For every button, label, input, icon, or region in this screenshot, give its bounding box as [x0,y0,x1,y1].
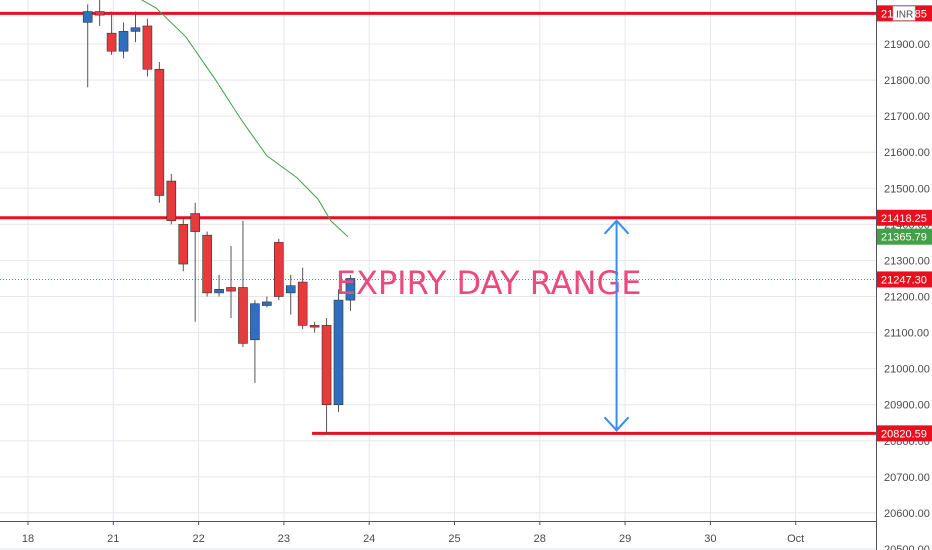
badge-text: 21365.79 [881,232,927,244]
candle [273,238,284,301]
badge-text: 20820.59 [881,428,927,440]
annotations: EXPIRY DAY RANGE [336,219,642,432]
badge-text: 21418.25 [881,213,927,225]
y-tick-label: 21800.00 [884,75,930,87]
moving-average-line [140,0,349,238]
x-tick-label: 29 [619,533,631,545]
price-badges: 21985.8521418.2520820.5921365.7921247.30… [877,5,932,442]
candle-body [333,299,344,406]
candle-body [118,31,129,52]
y-tick-label: 20600.00 [884,508,930,520]
y-tick-label: 21200.00 [884,292,930,304]
y-tick-label: 20900.00 [884,400,930,412]
candle-body [226,287,236,292]
candle-body [238,287,248,344]
candle-body [345,278,356,301]
candle-body [297,281,308,326]
candle-body [202,234,212,294]
candle [142,18,153,77]
candle [309,321,320,333]
candle-body [106,32,117,52]
currency-tag: INR [892,6,916,21]
candle [82,4,93,88]
y-tick-label: 20500.00 [884,544,930,550]
x-tick-label: 30 [704,533,716,545]
x-tick-label: 28 [534,533,546,545]
candle [130,11,141,43]
candle [94,0,105,26]
line-price-badge: 21418.25 [877,209,932,226]
y-tick-label: 20700.00 [884,472,930,484]
x-tick-label: 25 [448,533,460,545]
candle-body [190,213,200,232]
candle-body [321,325,332,406]
x-tick-label: 23 [278,533,290,545]
candle [238,220,248,347]
line-price-badge: 20820.59 [877,425,932,442]
candle-body [166,180,177,222]
candle-body [250,303,260,341]
badge-bg [877,228,932,245]
candle-body [154,68,165,196]
candle [106,11,117,55]
y-tick-label: 21100.00 [884,328,929,340]
candle [285,274,296,315]
candle [262,296,272,308]
candle [333,289,344,412]
candles [82,0,356,434]
x-tick-label: 21 [107,533,119,545]
candle [118,22,129,59]
x-tick-label: 18 [22,533,34,545]
candle [154,62,165,203]
x-tick-label: 22 [192,533,204,545]
candle [226,246,236,319]
range-arrow-head-top [603,219,630,235]
candle-body [214,288,224,294]
x-tick-label: 24 [363,533,375,545]
candle-body [94,11,105,16]
horizontal-lines [0,11,876,435]
range-arrow-head-bottom [603,416,630,432]
y-tick-label: 21000.00 [884,364,930,376]
candle [345,274,356,311]
annotation-label: EXPIRY DAY RANGE [336,264,642,302]
y-tick-label: 21900.00 [884,39,930,51]
candle-body [82,11,93,23]
y-tick-label: 21700.00 [884,111,930,123]
candle-body [142,25,153,70]
candle [178,217,189,272]
candle-body [130,27,141,32]
candle [166,173,177,225]
price-label-badge: 21365.79 [877,228,932,245]
x-tick-label: Oct [787,533,804,545]
candle-body [273,242,284,297]
candle [214,274,224,297]
badge-text: 21247.30 [881,274,927,286]
currency-tag-text: INR [896,9,913,20]
badge-bg [877,271,932,288]
y-tick-label: 21300.00 [884,255,930,267]
candle [297,267,308,329]
y-tick-label: 21500.00 [884,183,930,195]
badge-bg [877,425,932,442]
candle-body [178,224,189,265]
candle-body [285,285,296,294]
price-label-badge: 21247.30 [877,271,932,288]
candle-body [262,301,272,306]
candle [202,231,212,297]
candle [250,300,260,384]
candle [321,318,332,434]
badge-bg [877,209,932,226]
moving-average [140,0,349,238]
y-tick-label: 21600.00 [884,147,930,159]
currency-tag-bg [892,6,916,21]
candle [190,202,200,322]
candle-body [309,325,320,328]
